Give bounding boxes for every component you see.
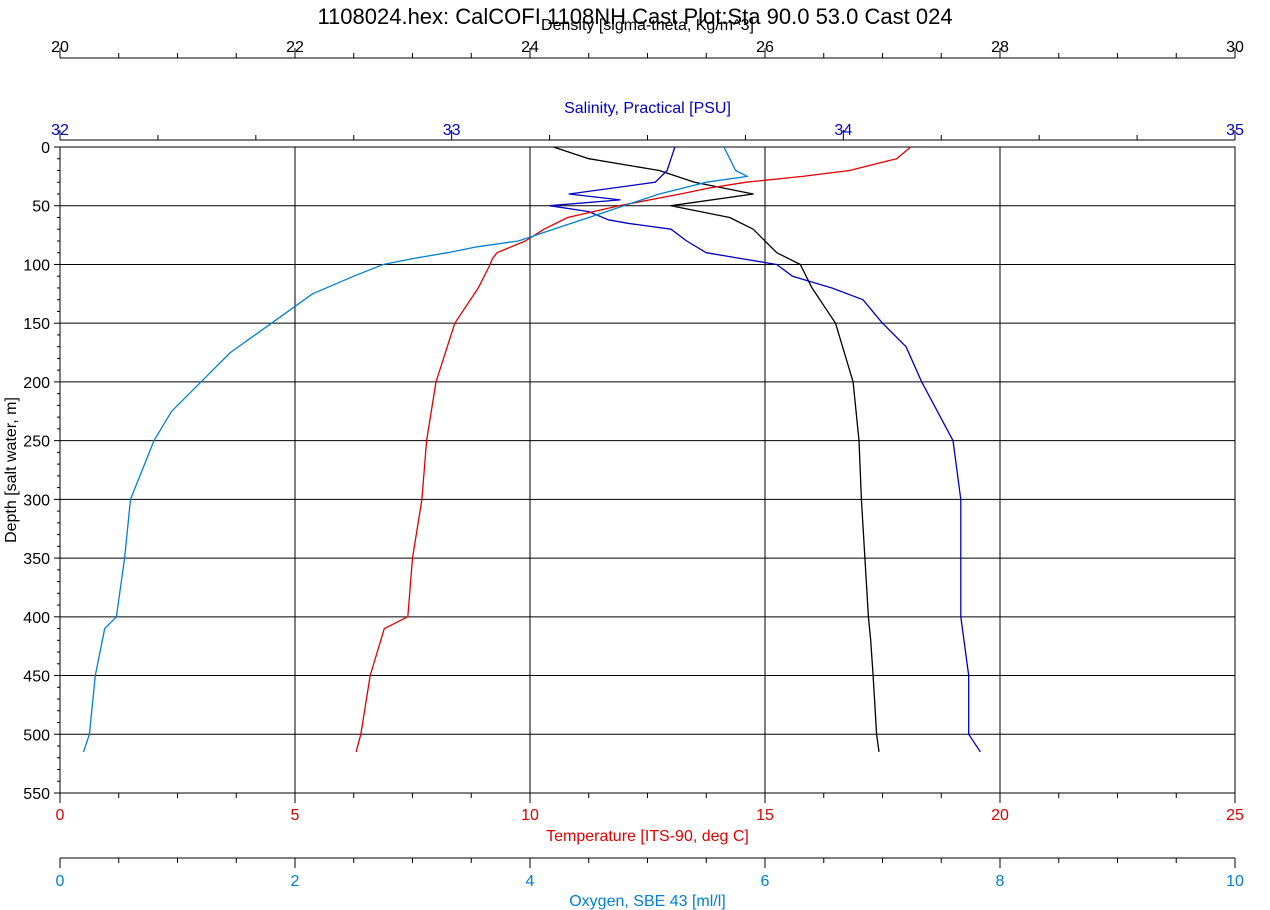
depth-tick-label: 50 <box>32 199 50 216</box>
density-tick-label: 30 <box>1226 39 1244 56</box>
temperature-tick-label: 25 <box>1226 807 1244 824</box>
oxygen-tick-label: 6 <box>761 873 770 890</box>
depth-tick-label: 300 <box>23 492 50 509</box>
depth-tick-label: 500 <box>23 727 50 744</box>
oxygen-tick-label: 0 <box>56 873 65 890</box>
depth-tick-label: 250 <box>23 434 50 451</box>
grid <box>59 146 1236 794</box>
density-axis-label: Density [sigma-theta, Kg/m^3] <box>541 17 754 34</box>
depth-tick-label: 450 <box>23 669 50 686</box>
salinity-tick-label: 34 <box>834 122 852 139</box>
temperature-profile-line <box>355 146 912 753</box>
oxygen-tick-label: 2 <box>291 873 300 890</box>
depth-tick-label: 100 <box>23 257 50 274</box>
density-tick-label: 28 <box>991 39 1009 56</box>
temperature-tick-label: 5 <box>291 807 300 824</box>
density-tick-label: 26 <box>756 39 774 56</box>
oxygen-tick-label: 8 <box>996 873 1005 890</box>
depth-tick-label: 150 <box>23 316 50 333</box>
density-tick-label: 20 <box>51 39 69 56</box>
oxygen-profile-line <box>82 146 749 753</box>
oxygen-axis-label: Oxygen, SBE 43 [ml/l] <box>569 893 726 910</box>
temperature-axis-label: Temperature [ITS-90, deg C] <box>546 828 749 845</box>
depth-axis-label: Depth [salt water, m] <box>3 397 20 543</box>
salinity-profile-line <box>548 146 981 753</box>
chart-title: 1108024.hex: CalCOFI 1108NH Cast Plot:St… <box>317 4 952 29</box>
density-profile-line <box>553 146 880 752</box>
salinity-tick-label: 33 <box>443 122 461 139</box>
depth-tick-label: 200 <box>23 375 50 392</box>
depth-tick-label: 550 <box>23 786 50 803</box>
density-tick-label: 22 <box>286 39 304 56</box>
depth-tick-label: 400 <box>23 610 50 627</box>
temperature-tick-label: 20 <box>991 807 1009 824</box>
oxygen-tick-label: 4 <box>526 873 535 890</box>
temperature-tick-label: 15 <box>756 807 774 824</box>
salinity-tick-label: 35 <box>1226 122 1244 139</box>
depth-tick-label: 350 <box>23 551 50 568</box>
depth-tick-label: 0 <box>41 140 50 157</box>
salinity-tick-label: 32 <box>51 122 69 139</box>
temperature-tick-label: 10 <box>521 807 539 824</box>
temperature-tick-label: 0 <box>56 807 65 824</box>
series-group <box>82 146 981 753</box>
density-tick-label: 24 <box>521 39 539 56</box>
oxygen-tick-label: 10 <box>1226 873 1244 890</box>
salinity-axis-label: Salinity, Practical [PSU] <box>564 100 731 117</box>
